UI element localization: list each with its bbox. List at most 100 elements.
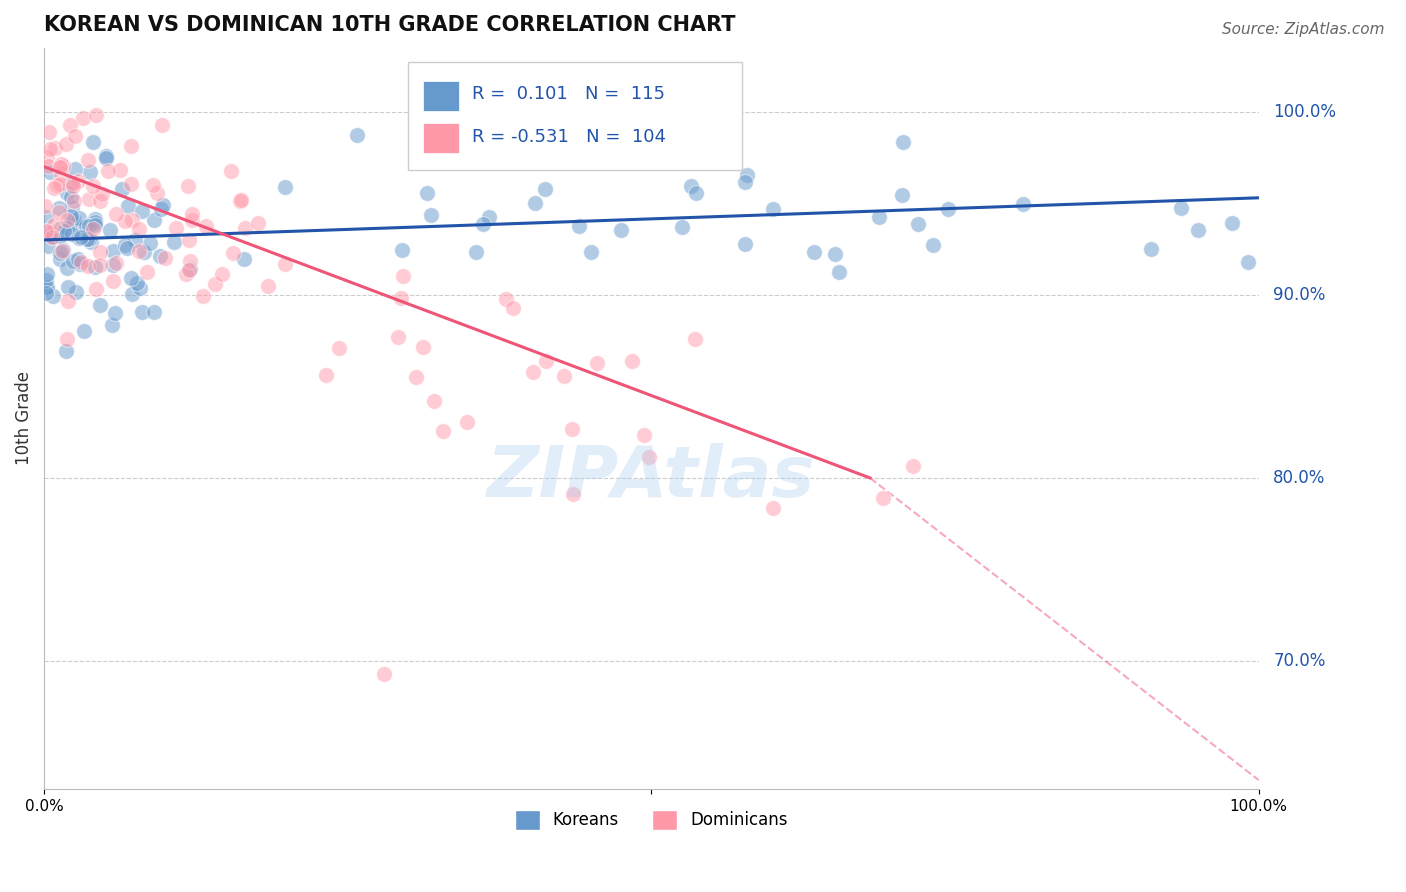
Point [72, 112, 94, 126]
Point [633, 428, 655, 442]
Point [405, 370, 427, 384]
Point [55, 213, 77, 227]
Point [891, 188, 914, 202]
Point [392, 268, 415, 283]
Point [39, 225, 62, 239]
Text: ZIPAtlas: ZIPAtlas [486, 443, 815, 512]
Point [39, 142, 62, 156]
Point [891, 135, 914, 149]
Point [103, 306, 125, 320]
Point [35, 280, 58, 294]
Point [139, 235, 162, 250]
Point [150, 119, 173, 133]
Point [683, 333, 706, 347]
Point [922, 238, 945, 252]
Point [48, 205, 70, 219]
Point [685, 186, 707, 200]
Point [671, 220, 693, 235]
Point [72, 324, 94, 338]
Text: R =  0.101   N =  115: R = 0.101 N = 115 [471, 86, 665, 103]
Point [568, 219, 591, 233]
Point [135, 264, 157, 278]
Point [180, 207, 202, 221]
Point [42, 180, 65, 194]
Point [84, 281, 107, 295]
Point [59, 176, 82, 190]
Point [62, 254, 84, 268]
Point [163, 235, 186, 249]
Point [82, 222, 104, 236]
Point [581, 245, 603, 260]
Point [219, 164, 242, 178]
Point [221, 246, 243, 260]
Point [524, 196, 547, 211]
Point [273, 180, 295, 194]
Point [76, 259, 98, 273]
Point [34, 198, 56, 212]
Point [679, 179, 702, 194]
Point [35, 285, 58, 300]
Point [803, 244, 825, 259]
Point [585, 356, 607, 370]
Point [179, 261, 201, 276]
Point [66, 252, 89, 266]
Point [232, 252, 254, 267]
Point [117, 241, 139, 255]
Point [638, 450, 661, 464]
Point [315, 368, 337, 382]
Point [37, 280, 59, 294]
Point [420, 208, 443, 222]
Point [274, 257, 297, 271]
Point [49, 252, 72, 267]
Point [89, 245, 111, 260]
Text: 90.0%: 90.0% [1274, 285, 1326, 304]
Point [52, 159, 75, 173]
Point [59, 190, 82, 204]
Point [77, 232, 100, 246]
Point [37, 239, 59, 253]
Point [149, 250, 172, 264]
Point [177, 178, 200, 193]
Point [101, 318, 124, 332]
Point [502, 301, 524, 315]
Point [69, 255, 91, 269]
Point [735, 168, 758, 182]
Point [37, 159, 59, 173]
Point [89, 194, 111, 208]
Point [195, 219, 218, 234]
Point [391, 243, 413, 257]
FancyBboxPatch shape [423, 81, 460, 111]
Point [179, 263, 201, 277]
Point [55, 136, 77, 151]
Point [49, 229, 72, 244]
Point [55, 343, 77, 358]
Point [146, 186, 169, 200]
Point [63, 128, 86, 143]
Point [149, 202, 172, 216]
Point [131, 305, 153, 319]
Point [120, 177, 142, 191]
Point [534, 353, 557, 368]
Point [49, 177, 72, 191]
Point [620, 354, 643, 368]
Point [67, 211, 90, 225]
Point [229, 194, 252, 208]
Point [35, 225, 58, 239]
Point [824, 247, 846, 261]
Point [246, 216, 269, 230]
Point [48, 245, 70, 260]
Point [56, 221, 79, 235]
Point [152, 198, 174, 212]
Point [120, 138, 142, 153]
Point [111, 181, 134, 195]
Point [211, 267, 233, 281]
Point [101, 244, 124, 258]
Point [328, 341, 350, 355]
Text: 70.0%: 70.0% [1274, 652, 1326, 670]
Point [762, 202, 785, 216]
Point [44, 141, 66, 155]
Point [1220, 216, 1243, 230]
Point [84, 108, 107, 122]
Point [97, 164, 120, 178]
Point [142, 304, 165, 318]
